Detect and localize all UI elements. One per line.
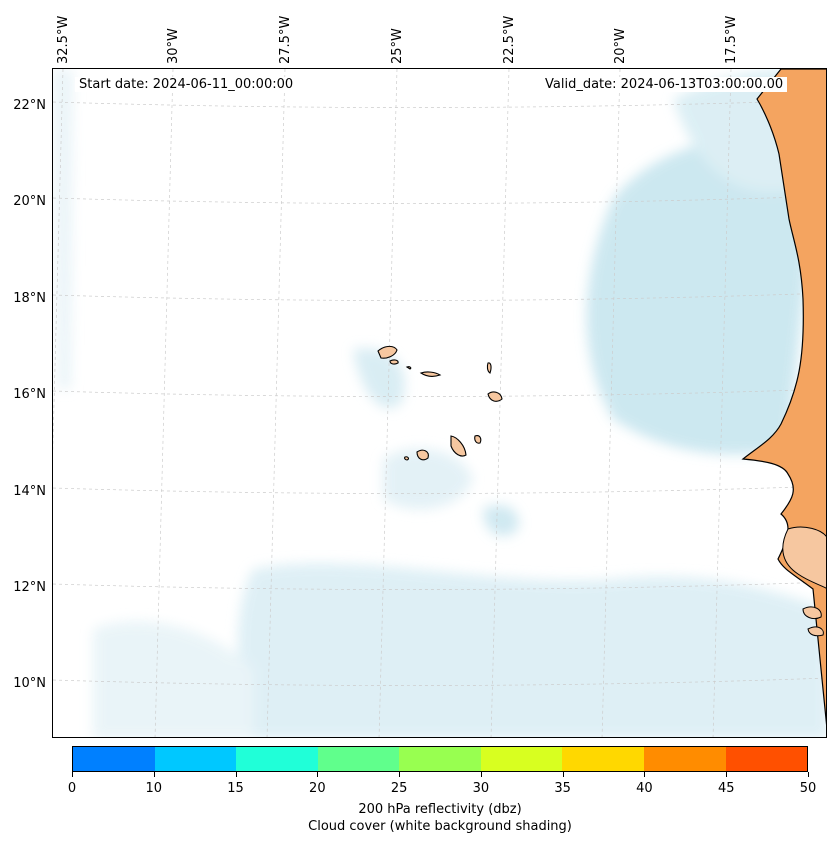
colorbar-tick-mark bbox=[317, 772, 319, 777]
colorbar-tick-label: 25 bbox=[390, 781, 408, 796]
cloud-streak-west bbox=[53, 69, 73, 389]
bijagos-islands bbox=[802, 606, 824, 637]
cloud-patch-small bbox=[483, 505, 519, 537]
colorbar-tick-label: 50 bbox=[799, 781, 817, 796]
colorbar-segment bbox=[480, 747, 563, 771]
colorbar-tick-mark bbox=[562, 772, 564, 777]
start-date-annotation: Start date: 2024-06-11_00:00:00 bbox=[75, 77, 298, 92]
longitude-label: 27.5°W bbox=[278, 15, 293, 64]
parallel-line bbox=[53, 388, 826, 397]
latitude-label: 22°N bbox=[13, 98, 46, 113]
meridian-line bbox=[712, 69, 732, 737]
meridian-line bbox=[490, 69, 510, 737]
colorbar-segment bbox=[73, 747, 155, 771]
fogo-island bbox=[416, 449, 429, 461]
brava-island bbox=[404, 456, 410, 461]
cloud-patch-south-islands bbox=[383, 448, 473, 510]
longitude-label: 32.5°W bbox=[56, 15, 71, 64]
land-areas bbox=[741, 69, 826, 726]
colorbar-segment bbox=[317, 747, 400, 771]
meridian-line bbox=[378, 69, 398, 737]
colorbar-tick-mark bbox=[808, 772, 809, 777]
cloud-cover-shading bbox=[53, 69, 826, 737]
longitude-label: 25°W bbox=[390, 28, 405, 64]
latitude-label: 12°N bbox=[13, 580, 46, 595]
longitude-label: 22.5°W bbox=[502, 15, 517, 64]
sao-nicolau-island bbox=[419, 371, 442, 377]
colorbar-tick-mark bbox=[726, 772, 728, 777]
colorbar-tick-label: 15 bbox=[227, 781, 244, 796]
cloud-patch-east bbox=[586, 129, 813, 455]
parallel-line bbox=[53, 677, 826, 686]
guinea-bissau-coast bbox=[782, 526, 826, 589]
longitude-label: 17.5°W bbox=[724, 15, 739, 64]
colorbar-tick-mark bbox=[480, 772, 482, 777]
parallel-line bbox=[53, 99, 826, 108]
colorbar-segment bbox=[154, 747, 237, 771]
meridian-line bbox=[601, 69, 621, 737]
latitude-label: 16°N bbox=[13, 387, 46, 402]
santiago-island bbox=[450, 435, 467, 457]
latitude-label: 18°N bbox=[13, 291, 46, 306]
parallel-line bbox=[53, 485, 826, 494]
meridian-line bbox=[154, 69, 174, 737]
colorbar-tick-mark bbox=[399, 772, 401, 777]
santo-antao-island bbox=[377, 345, 398, 359]
colorbar-sublabel: Cloud cover (white background shading) bbox=[308, 819, 572, 834]
colorbar bbox=[72, 746, 808, 772]
colorbar-segment bbox=[725, 747, 808, 771]
colorbar-segment bbox=[236, 747, 318, 771]
parallel-line bbox=[53, 581, 826, 590]
colorbar-tick-label: 40 bbox=[636, 781, 653, 796]
sao-vicente-island bbox=[389, 359, 399, 365]
parallel-line bbox=[53, 195, 826, 204]
colorbar-tick-mark bbox=[72, 772, 73, 777]
colorbar-tick-label: 45 bbox=[717, 781, 735, 796]
parallel-line bbox=[53, 292, 826, 301]
colorbar-tick-label: 20 bbox=[309, 781, 326, 796]
santa-luzia-island bbox=[405, 366, 412, 370]
map-panel[interactable]: Start date: 2024-06-11_00:00:00 Valid_da… bbox=[52, 68, 827, 738]
colorbar-tick-label: 35 bbox=[554, 781, 571, 796]
colorbar-tick-label: 30 bbox=[472, 781, 490, 796]
colorbar-tick-label: 0 bbox=[67, 781, 77, 796]
cloud-patch-southwest bbox=[93, 621, 253, 737]
latitude-label: 10°N bbox=[13, 676, 46, 691]
maio-island bbox=[474, 435, 482, 444]
latitude-label: 20°N bbox=[13, 194, 46, 209]
cape-verde-islands bbox=[377, 345, 503, 461]
longitude-label: 20°W bbox=[613, 28, 628, 64]
colorbar-tick-label: 10 bbox=[145, 781, 163, 796]
valid-date-annotation: Valid_date: 2024-06-13T03:00:00.00 bbox=[541, 77, 788, 92]
latitude-label: 14°N bbox=[13, 484, 46, 499]
longitude-label: 30°W bbox=[166, 28, 181, 64]
colorbar-segment bbox=[643, 747, 726, 771]
sal-island bbox=[486, 362, 492, 374]
colorbar-segment bbox=[399, 747, 481, 771]
colorbar-segment bbox=[562, 747, 644, 771]
colorbar-tick-mark bbox=[644, 772, 646, 777]
colorbar-tick-mark bbox=[235, 772, 237, 777]
graticule bbox=[53, 69, 826, 737]
cloud-patch-islands bbox=[353, 348, 405, 409]
meridian-line bbox=[266, 69, 286, 737]
map-canvas bbox=[53, 69, 826, 737]
boa-vista-island bbox=[487, 391, 503, 402]
colorbar-label: 200 hPa reflectivity (dbz) bbox=[358, 802, 522, 817]
cloud-patch-south bbox=[238, 563, 826, 737]
colorbar-tick-mark bbox=[153, 772, 155, 777]
